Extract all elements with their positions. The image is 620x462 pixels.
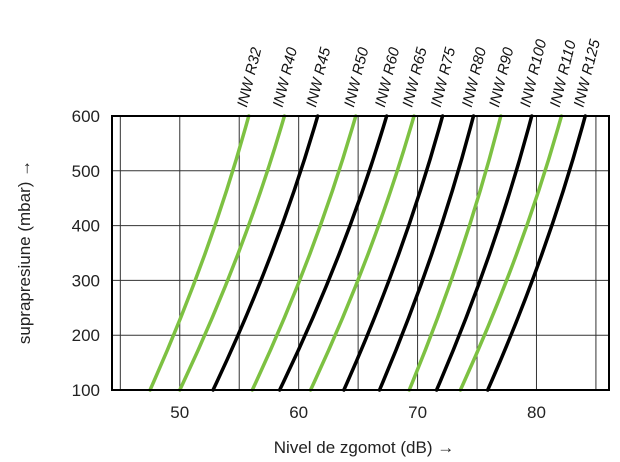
series-label: INW R90 [486,45,517,109]
series-line [458,114,564,392]
series-lines [148,114,587,392]
series-line [342,114,445,392]
series-line [277,114,389,392]
y-axis-title: suprapresiune (mbar) → [15,160,34,344]
y-tick-label: 600 [72,107,100,126]
series-line [148,114,251,392]
y-tick-label: 500 [72,162,100,181]
x-tick-label: 80 [527,403,546,422]
series-line [377,114,476,392]
series-label: INW R50 [341,45,372,109]
series-line [407,114,503,392]
series-line [211,114,320,392]
series-line [434,114,534,392]
y-tick-label: 400 [72,217,100,236]
series-line [308,114,416,392]
series-label: INW R60 [372,45,403,109]
x-tick-label: 60 [289,403,308,422]
series-label: INW R45 [303,45,334,109]
x-tick-label: 50 [170,403,189,422]
plot-frame [111,115,610,391]
series-label: INW R40 [270,45,301,109]
series-line [178,114,287,392]
x-tick-label: 70 [408,403,427,422]
series-label: INW R65 [399,45,430,109]
y-tick-label: 200 [72,326,100,345]
series-label: INW R80 [459,45,490,109]
series-label: INW R75 [428,45,459,109]
series-line [250,114,358,392]
series-label: INW R100 [517,37,550,109]
series-line [485,114,587,392]
series-label: INW R32 [234,45,265,109]
y-tick-label: 300 [72,271,100,290]
x-axis-title: Nivel de zgomot (dB) → [274,438,454,457]
tick-labels: 50 60 70 80 100 200 300 400 500 600 [72,107,546,422]
y-tick-label: 100 [72,381,100,400]
